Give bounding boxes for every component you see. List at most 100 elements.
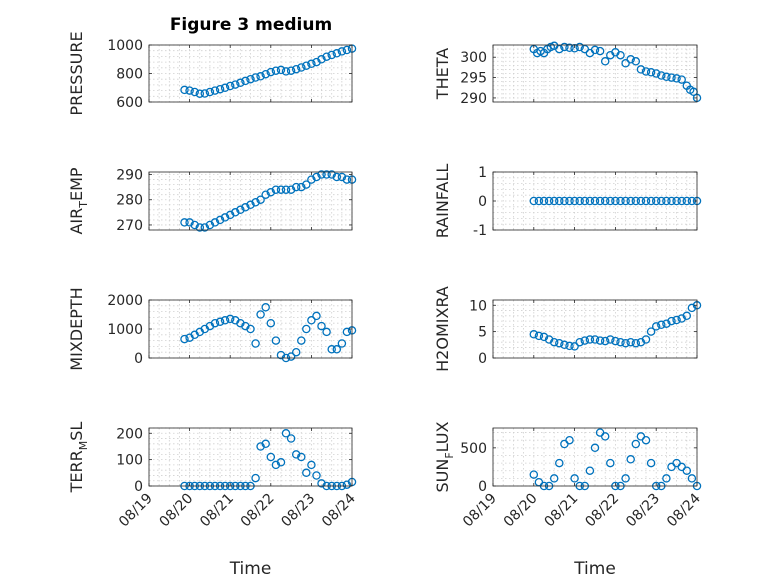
data-point [332, 49, 342, 58]
data-point [600, 432, 610, 441]
data-point [271, 66, 281, 75]
series-mixdepth [180, 303, 357, 363]
data-point [271, 460, 281, 470]
data-point [626, 337, 635, 347]
data-point [621, 338, 630, 348]
data-point [261, 303, 270, 312]
data-point [560, 196, 569, 206]
data-point [297, 182, 306, 192]
data-point [205, 87, 215, 97]
data-point [672, 196, 681, 206]
axes-box [492, 44, 698, 103]
data-point [565, 435, 574, 445]
data-point [190, 87, 199, 97]
data-point [580, 44, 590, 54]
y-tick-label: 300 [460, 50, 487, 66]
data-point [595, 46, 605, 56]
data-point [677, 75, 686, 84]
data-point [595, 196, 605, 206]
data-point [180, 218, 189, 227]
data-point [251, 73, 260, 82]
data-point [241, 203, 250, 212]
data-point [662, 196, 671, 206]
data-point [580, 336, 590, 345]
data-point [322, 170, 331, 179]
data-point [549, 196, 559, 206]
data-point [220, 213, 230, 222]
data-point [590, 443, 600, 453]
data-point [555, 196, 564, 206]
data-point [271, 185, 281, 194]
data-point [337, 172, 347, 182]
data-point [555, 458, 564, 468]
data-point [195, 223, 205, 232]
axes-box [148, 427, 353, 487]
data-point [281, 185, 291, 194]
data-point [251, 339, 260, 348]
data-point [657, 320, 666, 330]
series-theta [529, 41, 702, 103]
x-tick-label: 08/21 [542, 491, 582, 531]
x-tick-label: 08/24 [664, 490, 704, 530]
data-point [636, 432, 646, 441]
data-point [590, 196, 600, 206]
y-tick-label: -1 [473, 223, 487, 239]
data-point [307, 316, 316, 325]
subplot-mixdepth: 0 1000 2000 MIXDEPTH [67, 287, 357, 371]
data-point [266, 452, 276, 462]
data-point [636, 65, 646, 74]
data-point [595, 336, 605, 345]
data-point [225, 81, 235, 91]
data-point [646, 327, 656, 336]
data-point [215, 84, 225, 94]
data-point [327, 345, 336, 354]
data-point [570, 342, 579, 351]
y-tick-label: 0 [478, 479, 487, 495]
data-point [195, 89, 205, 98]
data-point [534, 477, 544, 487]
data-point [317, 55, 326, 64]
data-point [317, 170, 326, 179]
y-tick-label: 200 [116, 426, 143, 442]
subplot-theta: 290 295 300 THETA [433, 41, 702, 107]
data-point [631, 57, 641, 66]
data-point [286, 352, 296, 361]
data-point [256, 310, 265, 319]
data-point [606, 196, 615, 206]
data-point [606, 458, 615, 468]
y-tick-label: 800 [116, 67, 143, 83]
data-point [616, 337, 625, 347]
axes-box [492, 299, 698, 359]
y-tick-label: 0 [478, 194, 487, 210]
x-tick-label: 08/19 [460, 491, 500, 531]
data-point [539, 196, 549, 206]
data-point [256, 195, 265, 204]
data-point [534, 331, 544, 341]
x-tick-label: 08/21 [197, 491, 237, 531]
data-point [185, 218, 194, 227]
data-point [626, 55, 635, 64]
data-point [636, 196, 646, 206]
data-point [231, 80, 240, 89]
data-point [317, 479, 326, 488]
data-point [682, 466, 692, 475]
data-point [662, 72, 671, 82]
data-point [261, 190, 270, 199]
data-point [276, 65, 286, 75]
y-axis-label: MIXDEPTH [67, 287, 86, 370]
data-point [631, 338, 641, 348]
data-point [256, 72, 265, 81]
data-point [590, 335, 600, 344]
series-air_temp [180, 170, 357, 232]
y-tick-label: 1 [478, 165, 487, 181]
data-point [327, 50, 336, 60]
data-point [261, 69, 270, 79]
data-point [302, 61, 311, 70]
data-point [322, 52, 331, 61]
subplot-rainfall: -1 0 1 RAINFALL [433, 164, 702, 239]
axes-box [148, 171, 353, 231]
data-point [534, 196, 544, 206]
data-point [231, 208, 240, 217]
data-point [626, 196, 635, 206]
